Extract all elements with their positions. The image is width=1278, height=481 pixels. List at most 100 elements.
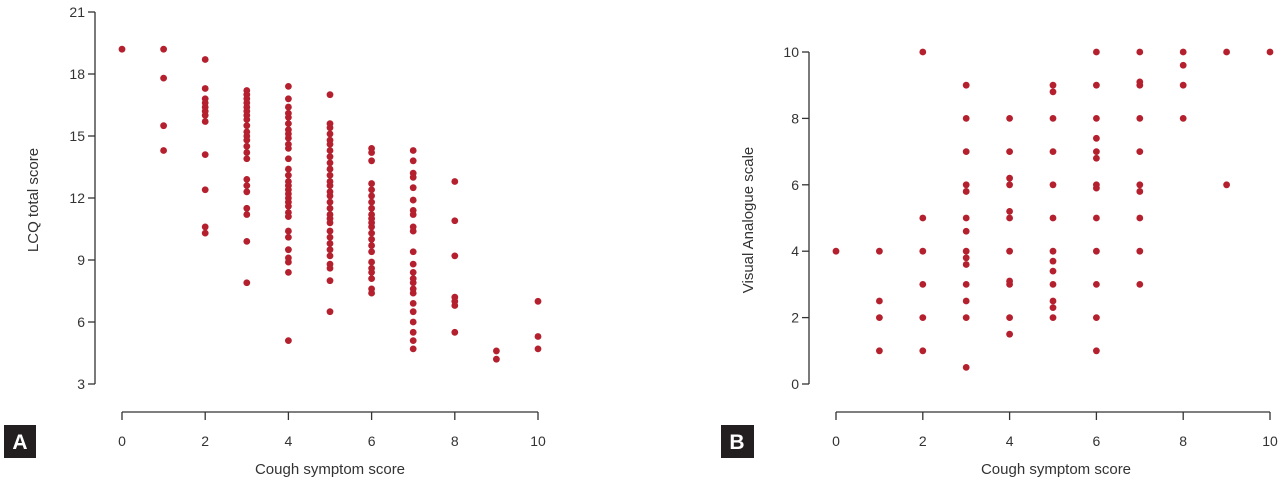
panel-a-y-tick-label: 21	[69, 4, 85, 20]
panel-a-data-point	[368, 180, 375, 187]
panel-a-data-point	[285, 165, 292, 173]
panel-a-data-point	[326, 165, 334, 173]
panel-a-data-point	[368, 223, 375, 231]
panel-a-data-point	[534, 345, 542, 353]
panel-b-data-point	[1049, 304, 1057, 312]
panel-a-data-point	[326, 140, 334, 148]
panel-b-y-tick-label: 10	[783, 44, 799, 60]
panel-a-data-point	[368, 235, 375, 243]
panel-b-data-point	[1006, 314, 1013, 321]
panel-b-data-point	[1093, 214, 1100, 222]
panel-b-data-point	[1049, 267, 1057, 275]
panel-a-y-axis-title: LCQ total score	[25, 148, 42, 252]
panel-b-data-point	[1049, 281, 1057, 288]
panel-a-data-point	[326, 91, 334, 99]
panel-b-points	[832, 48, 1274, 371]
panel-a-data-point	[243, 136, 251, 144]
panel-b-data-point	[919, 347, 927, 355]
panel-b-data-point	[1006, 247, 1013, 255]
panel-a-axes	[88, 11, 539, 420]
panel-a-y-tick-label: 3	[77, 376, 85, 392]
panel-a-data-point	[326, 240, 334, 247]
panel-b-data-point	[1223, 181, 1230, 189]
panel-a-data-point	[326, 252, 334, 260]
panel-b-tick-labels: 0 2 4 6 8 10 0 2 4 6 8 10	[783, 44, 1278, 449]
panel-a-data-point	[326, 130, 334, 138]
panel-a-data-point	[451, 178, 459, 185]
panel-b-x-tick-label: 0	[832, 433, 840, 449]
panel-b-data-point	[1179, 115, 1187, 122]
panel-a-data-point	[409, 147, 417, 154]
panel-a-data-point	[409, 328, 417, 336]
panel-a-data-point	[368, 204, 375, 212]
panel-b-data-point	[876, 314, 883, 321]
panel-a-data-point	[451, 302, 459, 309]
panel-a-data-point	[326, 277, 334, 285]
panel-a-data-point	[285, 233, 292, 241]
panel-b-data-point	[876, 297, 883, 305]
panel-a-data-point	[285, 246, 292, 254]
panel-a-chart: 3 6 9 12 15 18 21 0 2 4 6 8 10 Cough symptom score L…	[4, 4, 546, 478]
panel-a-data-point	[243, 116, 251, 123]
panel-b-data-point	[962, 181, 970, 189]
panel-a-tick-labels: 3 6 9 12 15 18 21 0 2 4 6 8 10	[69, 4, 546, 449]
panel-b-data-point	[1093, 247, 1100, 255]
panel-a-data-point	[493, 347, 500, 355]
panel-a-data-point	[409, 279, 417, 287]
panel-a-data-point	[368, 229, 375, 237]
panel-a-data-point	[201, 56, 209, 63]
panel-a-data-point	[451, 217, 459, 225]
panel-a-data-point	[451, 328, 459, 336]
panel-b-data-point	[876, 347, 883, 355]
panel-a-data-point	[368, 149, 375, 156]
panel-b-x-tick-label: 10	[1262, 433, 1278, 449]
panel-a-data-point	[368, 198, 375, 206]
panel-b-data-point	[832, 247, 840, 255]
panel-b-data-point	[1136, 247, 1144, 255]
panel-a-data-point	[285, 213, 292, 221]
panel-b-data-point	[1049, 115, 1057, 122]
panel-a-data-point	[326, 233, 334, 241]
panel-b-data-point	[962, 214, 970, 222]
panel-b-data-point	[962, 254, 970, 262]
panel-b-y-axis-title: Visual Analogue scale	[740, 147, 757, 294]
panel-a-data-point	[409, 227, 417, 235]
panel-a-data-point	[243, 188, 251, 196]
panel-a-data-point	[243, 155, 251, 163]
panel-a-data-point	[368, 248, 375, 256]
panel-b-data-point	[919, 214, 927, 222]
panel-a-data-point	[368, 157, 375, 165]
panel-b-data-point	[1006, 330, 1013, 338]
panel-a-data-point	[160, 122, 168, 130]
panel-b-data-point	[1006, 148, 1013, 156]
panel-b-data-point	[1136, 188, 1144, 195]
panel-a-data-point	[409, 184, 417, 192]
panel-a-data-point	[285, 145, 292, 152]
panel-b-data-point	[1136, 81, 1144, 89]
panel-a-data-point	[243, 176, 251, 183]
panel-a-data-point	[326, 227, 334, 235]
panel-a-data-point	[243, 122, 251, 130]
panel-a-x-tick-label: 2	[201, 433, 209, 449]
panel-a-y-tick-label: 9	[77, 252, 85, 268]
panel-a-data-point	[285, 83, 292, 90]
panel-b-data-point	[1179, 48, 1187, 56]
panel-b-data-point	[1049, 81, 1057, 89]
panel-b-x-axis-title: Cough symptom score	[981, 461, 1131, 478]
panel-b-data-point	[1093, 281, 1100, 288]
panel-a-data-point	[368, 269, 375, 276]
panel-a-data-point	[201, 151, 209, 159]
panel-b-data-point	[962, 81, 970, 89]
panel-a-x-tick-label: 8	[451, 433, 459, 449]
panel-a-data-point	[409, 173, 417, 181]
panel-a-data-point	[243, 238, 251, 245]
panel-a-data-point	[409, 345, 417, 353]
panel-b-chart: 0 2 4 6 8 10 0 2 4 6 8 10 Cough symptom score Visua…	[721, 44, 1278, 478]
panel-b-data-point	[962, 148, 970, 156]
panel-b-y-tick-label: 8	[791, 110, 799, 126]
panel-a-data-point	[534, 333, 542, 340]
panel-b-data-point	[1049, 88, 1057, 96]
panel-b-data-point	[1136, 115, 1144, 122]
panel-a-data-point	[160, 45, 168, 53]
